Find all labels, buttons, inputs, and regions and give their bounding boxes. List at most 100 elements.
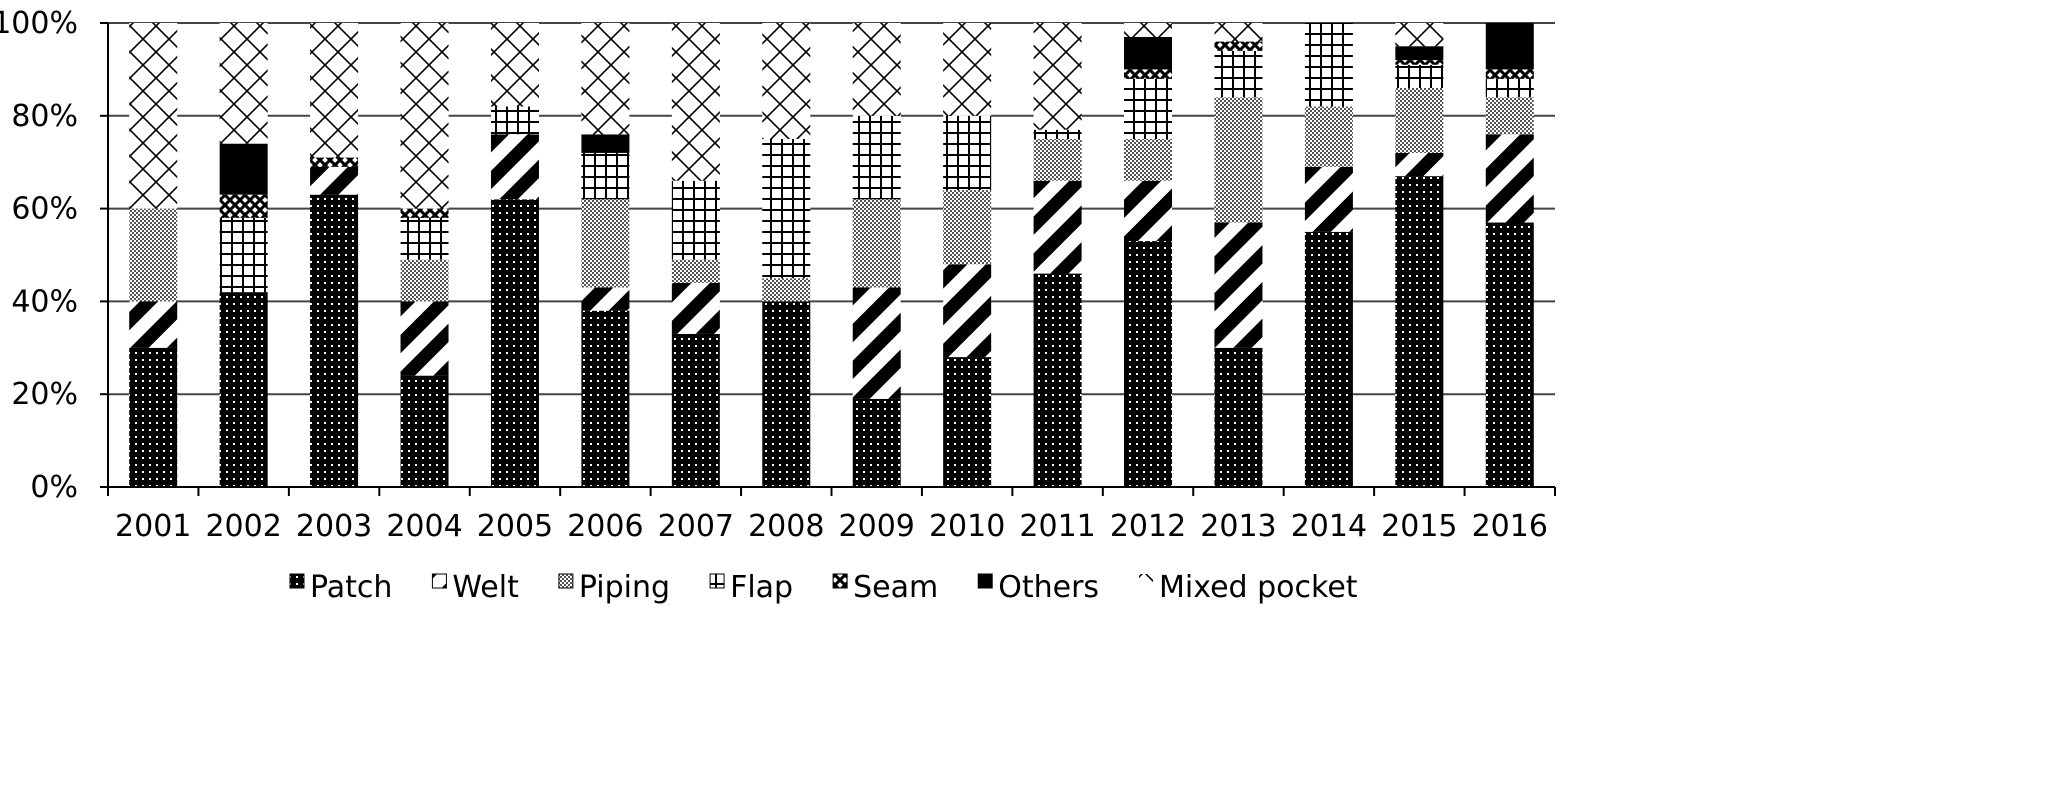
bar-segment-mixed-pocket-2010 [943,23,992,116]
bar-segment-patch-2004 [400,375,449,487]
bar-segment-seam-2013 [1214,41,1263,51]
legend-entry-seam: Seam [832,570,938,605]
bar-segment-piping-2015 [1395,87,1444,153]
bar-segment-welt-2001 [129,301,178,348]
legend-swatch [709,573,725,589]
legend: Patch Welt Piping Flap Seam Others Mixed pocke… [289,570,1358,605]
bar-segment-mixed-pocket-2012 [1124,23,1173,37]
y-tick-label: 100% [0,6,78,41]
x-tick-label: 2015 [1381,509,1457,544]
bar-segment-flap-2009 [852,115,901,200]
bar-segment-patch-2012 [1124,241,1173,487]
bar-segment-welt-2014 [1304,166,1353,232]
x-tick-label: 2001 [115,509,191,544]
bar-segment-welt-2016 [1485,134,1534,223]
x-tick-label: 2011 [1019,509,1095,544]
bar-segment-patch-2015 [1395,176,1444,487]
legend-label: Piping [579,570,670,605]
bar-segment-flap-2015 [1395,64,1444,88]
legend-swatch [832,573,848,589]
bar-segment-piping-2016 [1485,97,1534,135]
y-tick-label: 0% [30,470,78,505]
legend-entry-mixed-pocket: Mixed pocket [1139,570,1358,605]
bar-segment-flap-2016 [1485,78,1534,98]
bar-segment-patch-2005 [490,199,539,487]
legend-entry-others: Others [977,570,1099,605]
bar-segment-piping-2008 [762,278,811,302]
legend-entry-welt: Welt [431,570,519,605]
legend-label: Others [998,570,1099,605]
x-tick-label: 2004 [386,509,462,544]
bar-segment-mixed-pocket-2013 [1214,23,1263,42]
bar-segment-patch-2014 [1304,231,1353,487]
bar-segment-others-2016 [1485,23,1534,70]
bar-segment-others-2015 [1395,46,1444,61]
legend-swatch [977,573,993,589]
bar-segment-patch-2011 [1033,273,1082,487]
bar-segment-mixed-pocket-2004 [400,23,449,209]
x-tick-label: 2006 [567,509,643,544]
bar-segment-patch-2009 [852,398,901,487]
bar-segment-welt-2012 [1124,180,1173,242]
x-tick-label: 2010 [929,509,1005,544]
bar-segment-patch-2016 [1485,222,1534,487]
bar-segment-seam-2003 [310,157,359,167]
legend-swatch [431,573,447,589]
bar-segment-piping-2001 [129,208,178,302]
legend-entry-patch: Patch [289,570,392,605]
legend-label: Welt [452,570,519,605]
x-tick-label: 2012 [1110,509,1186,544]
bar-segment-piping-2013 [1214,97,1263,223]
bar-segment-flap-2006 [581,152,630,200]
x-tick-label: 2016 [1472,509,1548,544]
x-tick-label: 2002 [205,509,281,544]
bar-segment-welt-2004 [400,301,449,376]
bar-segment-mixed-pocket-2006 [581,23,630,135]
bar-segment-mixed-pocket-2009 [852,23,901,116]
x-tick-label: 2003 [296,509,372,544]
x-tick-label: 2009 [839,509,915,544]
bar-segment-seam-2016 [1485,69,1534,79]
bar-segment-welt-2011 [1033,180,1082,274]
bar-segment-patch-2008 [762,301,811,487]
bar-segment-patch-2003 [310,194,359,487]
bar-segment-mixed-pocket-2003 [310,23,359,158]
y-tick-label: 80% [11,99,78,134]
bar-segment-flap-2004 [400,217,449,260]
bar-segment-welt-2006 [581,287,630,311]
x-tick-label: 2008 [748,509,824,544]
x-tick-label: 2007 [658,509,734,544]
y-tick-label: 60% [11,192,78,227]
legend-label: Patch [310,570,392,605]
bar-segment-welt-2013 [1214,222,1263,348]
bar-segment-others-2006 [581,134,630,153]
legend-entry-piping: Piping [558,570,670,605]
bar-segment-patch-2013 [1214,347,1263,487]
legend-label: Seam [853,570,938,605]
bar-segment-welt-2003 [310,166,359,195]
bar-segment-flap-2008 [762,139,811,279]
bar-segment-welt-2007 [671,282,720,334]
bar-segment-welt-2010 [943,264,992,358]
bar-segment-seam-2015 [1395,60,1444,65]
bar-segment-flap-2002 [219,217,268,293]
legend-swatch [1139,574,1154,588]
bar-segment-others-2002 [219,143,268,195]
bar-segment-piping-2007 [671,259,720,283]
bar-segment-piping-2009 [852,199,901,288]
bar-segment-flap-2013 [1214,50,1263,98]
bar-segment-seam-2012 [1124,69,1173,79]
bar-segment-mixed-pocket-2015 [1395,23,1444,47]
bar-segment-patch-2007 [671,333,720,487]
bar-segment-patch-2006 [581,310,630,487]
bar-segment-others-2012 [1124,36,1173,70]
bar-segment-mixed-pocket-2007 [671,23,720,181]
bar-segment-mixed-pocket-2002 [219,23,268,144]
bar-segment-flap-2014 [1304,23,1353,107]
bar-segment-piping-2014 [1304,106,1353,167]
bar-segment-mixed-pocket-2005 [490,23,539,107]
bar-segment-flap-2011 [1033,129,1082,139]
bar-segment-piping-2010 [943,190,992,265]
x-axis-tick-labels: 2001 2002 2003 2004 2005 2006 2007 2008 2009 2010… [107,487,1556,544]
